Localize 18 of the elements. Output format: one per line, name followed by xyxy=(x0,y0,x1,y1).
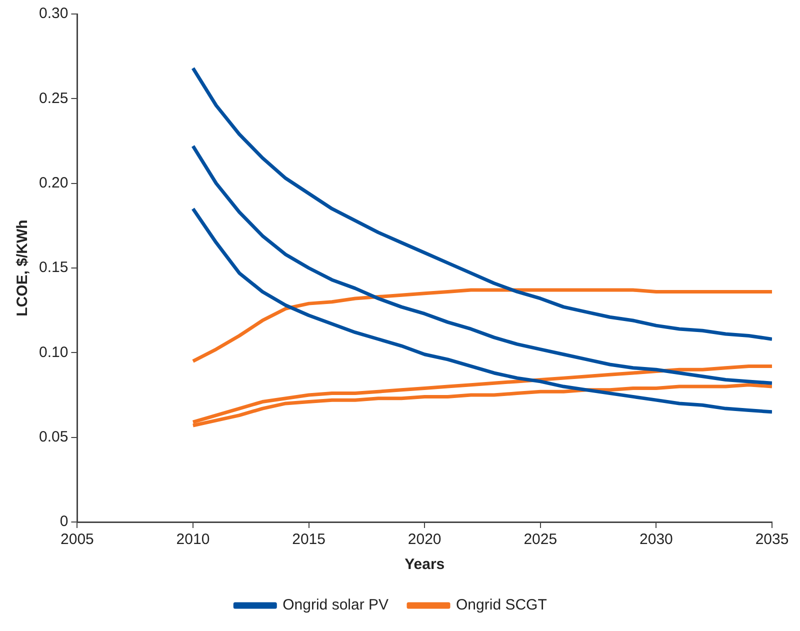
y-tick-label: 0.10 xyxy=(38,344,68,361)
x-tick-label: 2025 xyxy=(524,531,558,548)
x-tick-label: 2005 xyxy=(60,531,94,548)
y-tick-label: 0.30 xyxy=(38,5,68,22)
y-tick-label: 0.20 xyxy=(38,174,68,192)
y-axis-title: LCOE, $/KWh xyxy=(14,220,32,316)
x-tick-label: 2030 xyxy=(640,531,673,548)
y-tick-label: 0 xyxy=(60,513,68,530)
x-tick-label: 2035 xyxy=(755,531,789,548)
legend-label: Ongrid solar PV xyxy=(282,596,389,614)
x-tick-label: 2010 xyxy=(176,531,210,548)
x-tick-label: 2015 xyxy=(292,531,326,548)
y-tick-label: 0.15 xyxy=(38,259,68,276)
y-tick-label: 0.25 xyxy=(38,90,68,107)
x-axis-title: Years xyxy=(404,556,445,574)
legend-label: Ongrid SCGT xyxy=(456,596,547,614)
y-tick-label: 0.05 xyxy=(38,428,68,446)
x-tick-label: 2020 xyxy=(408,531,442,548)
